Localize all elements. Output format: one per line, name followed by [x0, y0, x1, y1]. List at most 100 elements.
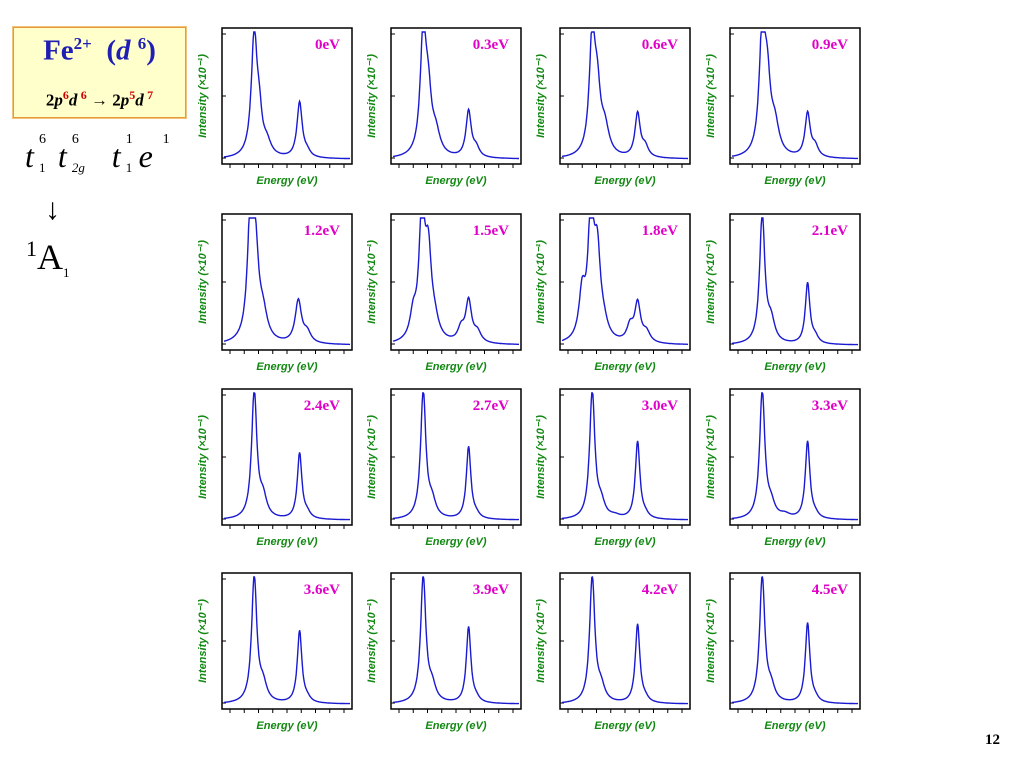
y-axis-label: Intensity (×10⁻¹): [366, 240, 378, 324]
x-axis-label: Energy (eV): [256, 536, 317, 548]
transition-arrow: →: [91, 90, 108, 110]
t2g-symbol: t: [57, 138, 67, 174]
t1-sub: 1: [39, 160, 46, 175]
y-axis-label: Intensity (×10⁻¹): [535, 599, 547, 683]
panel-label: 4.5eV: [812, 582, 848, 598]
panel-label: 1.8eV: [642, 223, 678, 239]
config-d: d: [116, 34, 131, 67]
panel-label: 1.5eV: [473, 223, 509, 239]
page-number: 12: [985, 732, 1000, 748]
panel-frame: [559, 572, 691, 710]
y-axis-label: Intensity (×10⁻¹): [535, 240, 547, 324]
y-axis-label: Intensity (×10⁻¹): [366, 54, 378, 138]
spectrum-panel: 0eV Energy (eV) Intensity (×10⁻¹): [197, 27, 353, 187]
spectrum-line: [223, 217, 350, 346]
orbital-configuration: t 6 1 t 6 2g t 1 1 e 1: [25, 132, 170, 175]
panel-label: 3.9eV: [473, 582, 509, 598]
x-axis-label: Energy (eV): [764, 175, 825, 187]
panel-label: 0.6eV: [642, 37, 678, 53]
config-open: (: [106, 34, 117, 67]
x-axis-label: Energy (eV): [594, 720, 655, 732]
to-d: d: [135, 90, 144, 110]
spectrum-panel: 1.8eV Energy (eV) Intensity (×10⁻¹): [535, 213, 691, 373]
spectrum-panel: 1.2eV Energy (eV) Intensity (×10⁻¹): [197, 213, 353, 373]
spectrum-line: [561, 392, 688, 521]
panel-frame: [729, 572, 861, 710]
t1b-sub: 1: [125, 160, 133, 175]
config-close: ): [146, 34, 156, 67]
panel-label: 3.3eV: [812, 398, 848, 414]
ion-title: Fe2+ (d 6): [14, 34, 185, 68]
panel-label: 1.2eV: [304, 223, 340, 239]
spectrum-line: [223, 576, 350, 705]
x-axis-label: Energy (eV): [764, 720, 825, 732]
spectrum-line: [392, 217, 519, 345]
y-axis-label: Intensity (×10⁻¹): [197, 599, 209, 683]
spectrum-line: [732, 575, 858, 705]
y-axis-label: Intensity (×10⁻¹): [705, 599, 717, 683]
to-2: 2: [112, 90, 121, 110]
ion-charge: 2+: [73, 34, 92, 53]
x-axis-label: Energy (eV): [425, 361, 486, 373]
spectrum-panel: 3.9eV Energy (eV) Intensity (×10⁻¹): [366, 572, 522, 732]
panel-frame: [390, 572, 522, 710]
to-d-exp: 7: [147, 88, 154, 102]
panel-label: 0eV: [315, 37, 340, 53]
panel-frame: [559, 388, 691, 526]
spectrum-line: [562, 575, 688, 705]
from-d: d: [68, 90, 78, 110]
x-axis-label: Energy (eV): [764, 536, 825, 548]
y-axis-label: Intensity (×10⁻¹): [197, 240, 209, 324]
from-p: p: [54, 90, 63, 110]
x-axis-label: Energy (eV): [764, 361, 825, 373]
panel-frame: [221, 388, 353, 526]
spectrum-line: [731, 31, 858, 160]
spectrum-panel: 0.6eV Energy (eV) Intensity (×10⁻¹): [535, 27, 691, 187]
config-n: 6: [137, 34, 147, 53]
panel-frame: [729, 213, 861, 351]
y-axis-label: Intensity (×10⁻¹): [197, 54, 209, 138]
panel-label: 3.6eV: [304, 582, 340, 598]
title-box: Fe2+ (d 6) 2p6d 6 → 2p5d 7: [13, 27, 186, 118]
panel-frame: [221, 27, 353, 165]
term-sup: 1: [26, 236, 37, 261]
x-axis-label: Energy (eV): [425, 175, 486, 187]
panel-frame: [221, 213, 353, 351]
y-axis-label: Intensity (×10⁻¹): [705, 240, 717, 324]
spectrum-line: [392, 576, 519, 705]
y-axis-label: Intensity (×10⁻¹): [197, 415, 209, 499]
e-sup: 1: [162, 132, 170, 147]
spectrum-line: [392, 392, 519, 521]
y-axis-label: Intensity (×10⁻¹): [705, 415, 717, 499]
x-axis-label: Energy (eV): [256, 175, 317, 187]
spectrum-panel: 3.0eV Energy (eV) Intensity (×10⁻¹): [535, 388, 691, 548]
t1-symbol: t: [25, 138, 34, 174]
spectrum-panel: 3.3eV Energy (eV) Intensity (×10⁻¹): [705, 388, 861, 548]
panel-label: 2.1eV: [812, 223, 848, 239]
spectrum-panel: 0.3eV Energy (eV) Intensity (×10⁻¹): [366, 27, 522, 187]
t2g-sup: 6: [71, 132, 79, 147]
spectrum-line: [731, 392, 858, 521]
from-2: 2: [45, 90, 55, 110]
panel-label: 3.0eV: [642, 398, 678, 414]
spectrum-line: [561, 31, 688, 160]
spectrum-line: [561, 217, 688, 345]
y-axis-label: Intensity (×10⁻¹): [366, 599, 378, 683]
x-axis-label: Energy (eV): [425, 720, 486, 732]
panel-label: 4.2eV: [642, 582, 678, 598]
y-axis-label: Intensity (×10⁻¹): [705, 54, 717, 138]
panel-frame: [390, 213, 522, 351]
y-axis-label: Intensity (×10⁻¹): [535, 415, 547, 499]
t1-sup: 6: [39, 132, 46, 147]
from-d-exp: 6: [80, 88, 87, 102]
spectrum-panel: 0.9eV Energy (eV) Intensity (×10⁻¹): [705, 27, 861, 187]
orbital-t2g: t 6 2g: [57, 132, 85, 175]
t1b-sup: 1: [125, 132, 133, 147]
spectrum-panel: 2.7eV Energy (eV) Intensity (×10⁻¹): [366, 388, 522, 548]
spectrum-panel: 4.2eV Energy (eV) Intensity (×10⁻¹): [535, 572, 691, 732]
t1b-symbol: t: [111, 138, 121, 174]
to-p: p: [120, 90, 130, 110]
